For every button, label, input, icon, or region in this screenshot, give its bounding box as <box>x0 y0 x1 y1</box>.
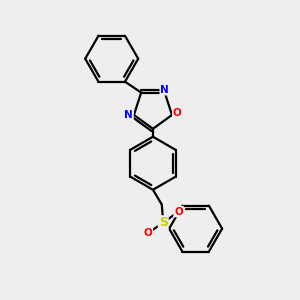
Text: O: O <box>173 109 182 118</box>
Text: O: O <box>144 228 152 238</box>
Text: O: O <box>174 206 183 217</box>
Text: N: N <box>160 85 169 94</box>
Text: N: N <box>124 110 133 120</box>
Text: S: S <box>159 216 168 229</box>
